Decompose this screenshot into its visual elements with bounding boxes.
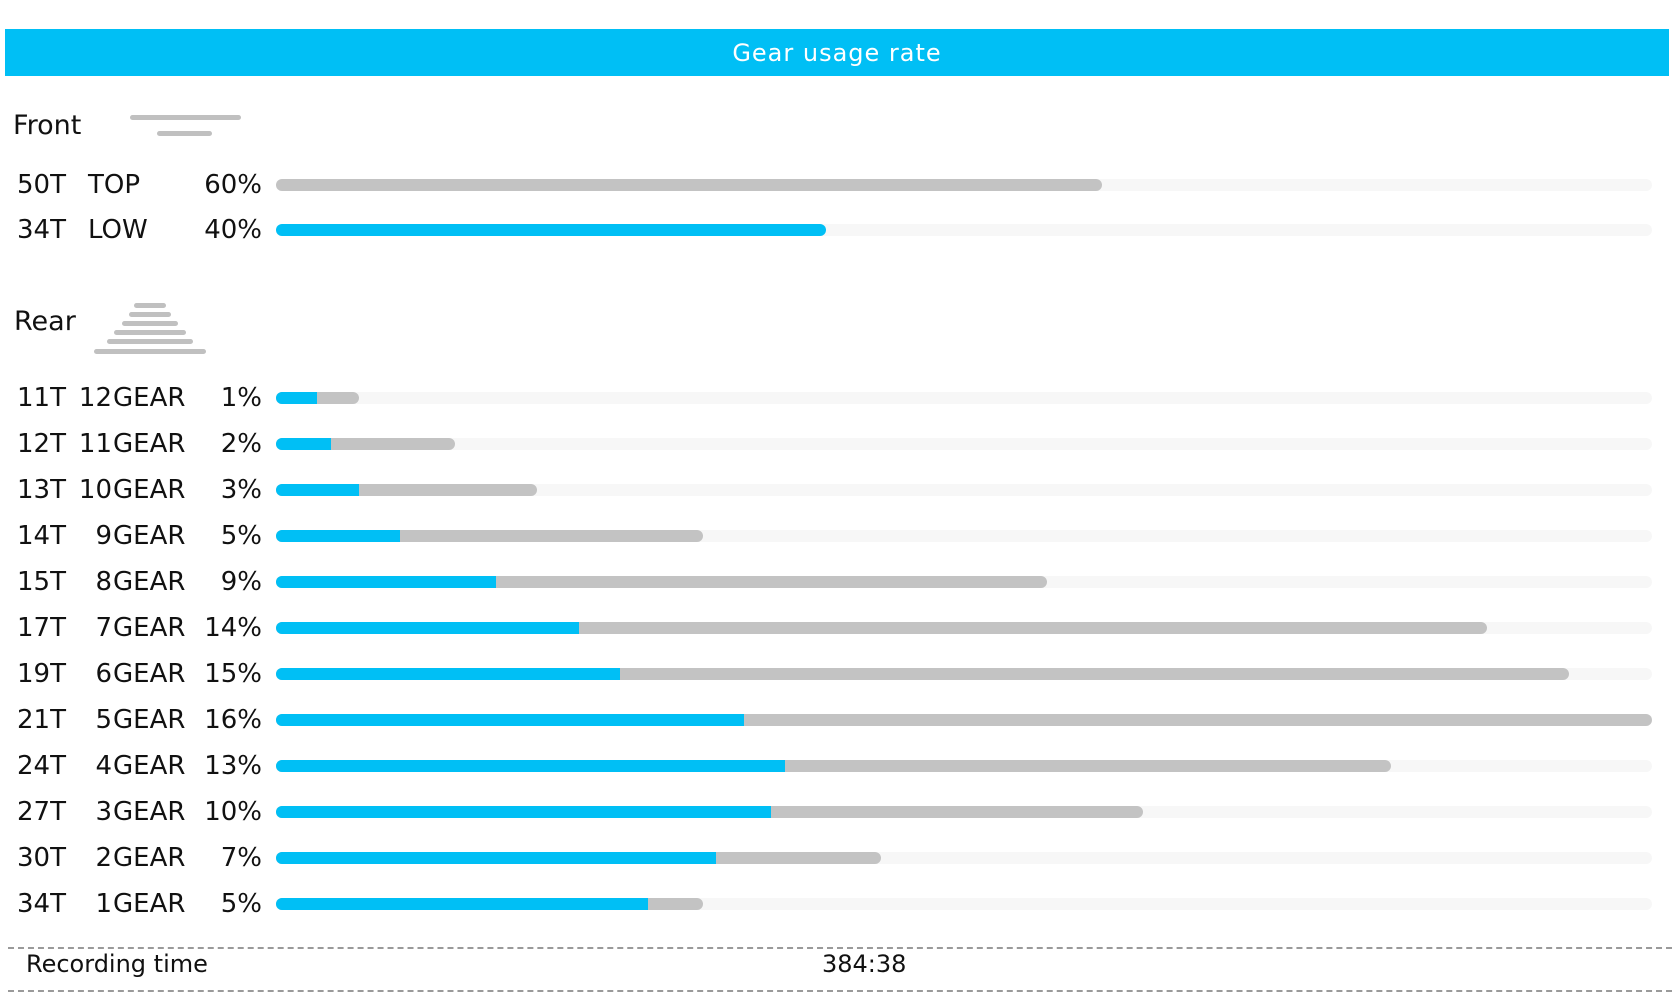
usage-percent: 3% xyxy=(220,475,262,505)
usage-percent: 2% xyxy=(220,429,262,459)
gear-row-rear: 17T 7 GEAR 14% xyxy=(0,608,1680,648)
usage-percent: 13% xyxy=(204,751,262,781)
gear-row-rear: 15T 8 GEAR 9% xyxy=(0,562,1680,602)
usage-percent: 10% xyxy=(204,797,262,827)
bar-track xyxy=(276,392,1652,404)
gear-number: 4 xyxy=(95,751,112,781)
usage-bar-fill xyxy=(276,806,771,818)
usage-bar-fill xyxy=(276,714,744,726)
usage-percent: 5% xyxy=(220,521,262,551)
gear-row-front: 50T TOP 60% xyxy=(0,165,1680,205)
recording-time-label: Recording time xyxy=(26,950,208,978)
footer-divider-bottom xyxy=(8,990,1672,992)
usage-percent: 1% xyxy=(220,383,262,413)
gear-word: GEAR xyxy=(113,659,186,689)
gear-number: 11 xyxy=(78,429,112,459)
page-title-bar: Gear usage rate xyxy=(5,29,1669,76)
gear-word: GEAR xyxy=(113,843,186,873)
usage-percent: 9% xyxy=(220,567,262,597)
cog-size: 27T xyxy=(17,797,66,827)
cog-size: 14T xyxy=(17,521,66,551)
gear-row-rear: 19T 6 GEAR 15% xyxy=(0,654,1680,694)
gear-word: GEAR xyxy=(113,567,186,597)
gear-number: 1 xyxy=(95,889,112,919)
cog-size: 24T xyxy=(17,751,66,781)
usage-percent: 14% xyxy=(204,613,262,643)
recording-time-value: 384:38 xyxy=(822,950,907,978)
usage-bar xyxy=(276,224,826,236)
usage-percent: 16% xyxy=(204,705,262,735)
usage-bar-fill xyxy=(276,576,496,588)
gear-number: 5 xyxy=(95,705,112,735)
usage-bar xyxy=(276,179,1102,191)
cog-size: 17T xyxy=(17,613,66,643)
gear-row-rear: 14T 9 GEAR 5% xyxy=(0,516,1680,556)
gear-word: GEAR xyxy=(113,613,186,643)
cog-size: 21T xyxy=(17,705,66,735)
gear-number: 7 xyxy=(95,613,112,643)
gear-word: GEAR xyxy=(113,705,186,735)
gear-name: TOP xyxy=(88,170,141,200)
cog-size: 11T xyxy=(17,383,66,413)
gear-word: GEAR xyxy=(113,429,186,459)
usage-bar-fill xyxy=(276,530,400,542)
usage-bar-fill xyxy=(276,898,648,910)
gear-number: 8 xyxy=(95,567,112,597)
gear-row-rear: 11T 12 GEAR 1% xyxy=(0,378,1680,418)
cog-size: 50T xyxy=(17,170,66,200)
usage-bar-fill xyxy=(276,668,620,680)
usage-bar-fill xyxy=(276,852,716,864)
cog-size: 19T xyxy=(17,659,66,689)
gear-row-front: 34T LOW 40% xyxy=(0,210,1680,250)
page-title: Gear usage rate xyxy=(732,38,942,67)
bar-track xyxy=(276,484,1652,496)
gear-row-rear: 30T 2 GEAR 7% xyxy=(0,838,1680,878)
cog-size: 30T xyxy=(17,843,66,873)
gear-number: 6 xyxy=(95,659,112,689)
gear-row-rear: 21T 5 GEAR 16% xyxy=(0,700,1680,740)
cog-size: 34T xyxy=(17,889,66,919)
cog-size: 15T xyxy=(17,567,66,597)
rear-section-title: Rear xyxy=(14,306,76,337)
front-section-title: Front xyxy=(13,110,82,141)
gear-row-rear: 24T 4 GEAR 13% xyxy=(0,746,1680,786)
usage-bar-fill xyxy=(276,622,579,634)
usage-percent: 15% xyxy=(204,659,262,689)
rear-cassette-icon xyxy=(92,303,208,359)
gear-row-rear: 34T 1 GEAR 5% xyxy=(0,884,1680,924)
gear-word: GEAR xyxy=(113,797,186,827)
usage-percent: 7% xyxy=(220,843,262,873)
gear-number: 2 xyxy=(95,843,112,873)
cog-size: 13T xyxy=(17,475,66,505)
usage-bar-fill xyxy=(276,484,359,496)
usage-percent: 60% xyxy=(204,170,262,200)
gear-word: GEAR xyxy=(113,889,186,919)
gear-word: GEAR xyxy=(113,475,186,505)
gear-row-rear: 12T 11 GEAR 2% xyxy=(0,424,1680,464)
gear-word: GEAR xyxy=(113,521,186,551)
bar-track xyxy=(276,438,1652,450)
usage-percent: 5% xyxy=(220,889,262,919)
usage-percent: 40% xyxy=(204,215,262,245)
gear-number: 10 xyxy=(78,475,112,505)
gear-row-rear: 27T 3 GEAR 10% xyxy=(0,792,1680,832)
cog-size: 12T xyxy=(17,429,66,459)
usage-bar-fill xyxy=(276,760,785,772)
cog-size: 34T xyxy=(17,215,66,245)
gear-word: GEAR xyxy=(113,751,186,781)
gear-word: GEAR xyxy=(113,383,186,413)
gear-name: LOW xyxy=(88,215,148,245)
gear-number: 12 xyxy=(78,383,112,413)
usage-bar-fill xyxy=(276,392,317,404)
footer-divider-top xyxy=(8,947,1672,949)
gear-row-rear: 13T 10 GEAR 3% xyxy=(0,470,1680,510)
gear-number: 3 xyxy=(95,797,112,827)
usage-bar-fill xyxy=(276,438,331,450)
front-chainring-icon xyxy=(130,113,245,139)
gear-number: 9 xyxy=(95,521,112,551)
